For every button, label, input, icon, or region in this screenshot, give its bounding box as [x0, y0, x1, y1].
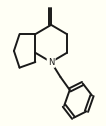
Text: N: N — [48, 58, 54, 67]
